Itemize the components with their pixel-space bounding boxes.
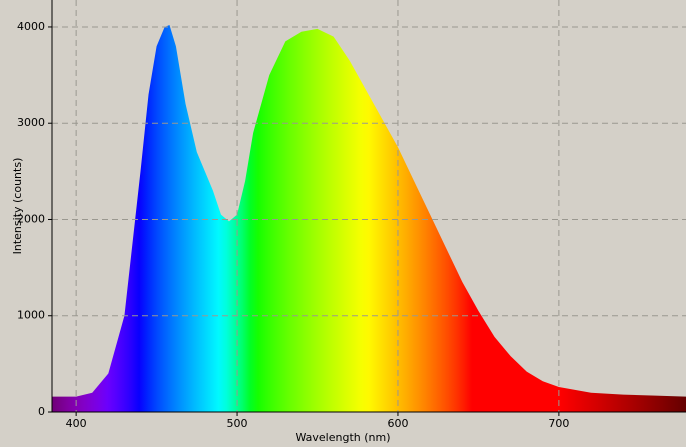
spectrum-area	[52, 25, 686, 412]
x-tick-label: 500	[227, 417, 248, 430]
x-axis-title: Wavelength (nm)	[295, 431, 390, 444]
y-tick-label: 2000	[17, 212, 45, 225]
y-tick-label: 1000	[17, 309, 45, 322]
y-tick-label: 4000	[17, 20, 45, 33]
y-tick-label: 3000	[17, 116, 45, 129]
x-tick-label: 400	[66, 417, 87, 430]
y-tick-label: 0	[38, 405, 45, 418]
x-tick-label: 600	[387, 417, 408, 430]
y-axis-title: Intensity (counts)	[11, 158, 24, 255]
x-tick-label: 700	[548, 417, 569, 430]
